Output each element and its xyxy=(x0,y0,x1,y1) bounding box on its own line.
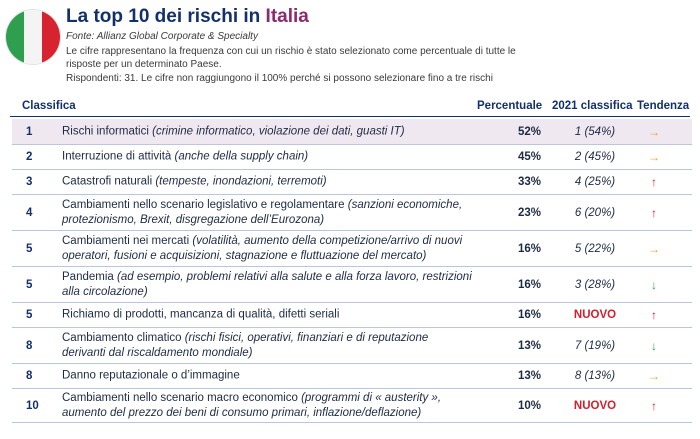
risk-cell: Danno reputazionale o d’immagine xyxy=(62,369,472,384)
rank-cell: 1 xyxy=(26,125,33,138)
risk-name: Cambiamenti nei mercati xyxy=(62,234,190,247)
trend-down-icon: ↓ xyxy=(651,338,657,353)
trend-down-icon: ↓ xyxy=(651,277,657,292)
classifica-2021-cell: 5 (22%) xyxy=(574,242,616,255)
rank-cell: 5 xyxy=(26,309,33,321)
percent-cell: 45% xyxy=(517,151,541,163)
flag-red-stripe xyxy=(42,10,60,64)
percent-cell: 52% xyxy=(517,125,541,138)
classifica-2021-cell: 8 (13%) xyxy=(574,370,616,382)
table-row: 8 Danno reputazionale o d’immagine 13% 8 (1… xyxy=(12,364,692,389)
risk-cell: Cambiamenti nello scenario macro economi… xyxy=(62,391,472,421)
risk-cell: Richiamo di prodotti, mancanza di qualit… xyxy=(62,308,472,323)
table-row: 3 Catastrofi naturali (tempeste, inondazi… xyxy=(12,170,692,195)
trend-same-icon: → xyxy=(648,124,660,139)
risk-cell: Pandemia (ad esempio, problemi relativi … xyxy=(62,270,472,300)
classifica-2021-cell: 1 (54%) xyxy=(574,125,616,138)
percent-cell: 10% xyxy=(517,399,541,412)
risk-name: Richiamo di prodotti, mancanza di qualit… xyxy=(62,308,340,321)
italy-flag-icon xyxy=(6,10,60,64)
table-row: 5 Richiamo di prodotti, mancanza di quali… xyxy=(12,303,692,328)
page-title: La top 10 dei rischi in Italia xyxy=(66,6,309,28)
risk-detail: (tempeste, inondazioni, terremoti) xyxy=(155,175,327,188)
risk-cell: Catastrofi naturali (tempeste, inondazio… xyxy=(62,175,472,190)
percent-cell: 23% xyxy=(517,206,541,219)
rank-cell: 2 xyxy=(26,151,33,163)
table-row: 2 Interruzione di attività (anche della s… xyxy=(12,145,692,170)
risk-name: Pandemia xyxy=(62,270,114,283)
description-text: Le cifre rappresentano la frequenza con … xyxy=(66,46,516,70)
risk-cell: Interruzione di attività (anche della su… xyxy=(62,150,472,165)
percent-cell: 33% xyxy=(517,176,541,188)
column-header-rank: Classifica xyxy=(22,100,76,112)
risk-name: Cambiamenti nello scenario legislativo e… xyxy=(62,198,345,211)
table-row: 5 Cambiamenti nei mercati (volatilità, au… xyxy=(12,231,692,267)
classifica-2021-cell: 6 (20%) xyxy=(574,206,616,219)
title-country: Italia xyxy=(265,6,309,27)
trend-up-icon: ↑ xyxy=(651,175,657,189)
classifica-2021-cell: 3 (28%) xyxy=(574,278,616,291)
title-prefix: La top 10 dei rischi in xyxy=(66,6,266,27)
risk-name: Cambiamento climatico xyxy=(62,331,182,344)
percent-cell: 16% xyxy=(517,278,541,291)
risk-cell: Rischi informatici (crimine informatico,… xyxy=(62,124,472,139)
source-note: Fonte: Allianz Global Corporate & Specia… xyxy=(66,31,258,42)
risk-detail: (programmi di « austerity », aumento del… xyxy=(62,391,442,419)
classifica-2021-cell: 4 (25%) xyxy=(574,176,616,188)
column-header-trend: Tendenza xyxy=(637,100,690,112)
risk-detail: (rischi fisici, operativi, finanziari e … xyxy=(62,331,429,359)
risk-detail: (crimine informatico, violazione dei dat… xyxy=(152,125,405,137)
trend-up-icon: ↑ xyxy=(651,308,657,322)
trend-same-icon: → xyxy=(648,241,660,256)
risk-detail: (anche della supply chain) xyxy=(174,150,309,163)
new-badge: NUOVO xyxy=(573,399,617,412)
column-header-percent: Percentuale xyxy=(477,100,543,112)
trend-up-icon: ↑ xyxy=(651,398,657,413)
header-divider xyxy=(10,116,690,117)
column-header-2021: 2021 classifica xyxy=(552,100,633,112)
risk-name: Catastrofi naturali xyxy=(62,175,153,188)
percent-cell: 16% xyxy=(517,309,541,321)
flag-green-stripe xyxy=(6,10,24,64)
percent-cell: 13% xyxy=(517,339,541,352)
percent-cell: 13% xyxy=(517,370,541,382)
risk-detail: (sanzioni economiche, protezionismo, Bre… xyxy=(62,198,463,226)
risk-name: Danno reputazionale o d’immagine xyxy=(62,369,240,382)
rank-cell: 8 xyxy=(26,339,33,352)
rank-cell: 3 xyxy=(26,176,33,188)
table-row: 4 Cambiamenti nello scenario legislativo … xyxy=(12,195,692,231)
risk-cell: Cambiamento climatico (rischi fisici, op… xyxy=(62,331,472,361)
percent-cell: 16% xyxy=(517,242,541,255)
risk-detail: (volatilità, aumento della competizione/… xyxy=(62,234,463,262)
flag-white-stripe xyxy=(24,10,42,64)
classifica-2021-cell: 7 (19%) xyxy=(574,339,616,352)
rank-cell: 8 xyxy=(26,370,33,382)
table-row: 8 Cambiamento climatico (rischi fisici, o… xyxy=(12,328,692,364)
table-row: 5 Pandemia (ad esempio, problemi relativi… xyxy=(12,267,692,303)
risk-cell: Cambiamenti nei mercati (volatilità, aum… xyxy=(62,234,472,264)
risk-cell: Cambiamenti nello scenario legislativo e… xyxy=(62,198,472,228)
risk-table: 1 Rischi informatici (crimine informatico… xyxy=(12,119,692,423)
trend-up-icon: ↑ xyxy=(651,205,657,220)
risk-name: Cambiamenti nello scenario macro economi… xyxy=(62,391,298,404)
trend-same-icon: → xyxy=(648,150,660,164)
risk-name: Interruzione di attività xyxy=(62,150,172,163)
rank-cell: 10 xyxy=(26,399,39,412)
trend-same-icon: → xyxy=(648,369,660,383)
risk-detail: (ad esempio, problemi relativi alla salu… xyxy=(62,270,472,298)
respondents-note: Rispondenti: 31. Le cifre non raggiungon… xyxy=(66,73,493,84)
risk-name: Rischi informatici xyxy=(62,125,149,137)
table-row: 10 Cambiamenti nello scenario macro econo… xyxy=(12,389,692,423)
new-badge: NUOVO xyxy=(573,309,617,321)
table-row: 1 Rischi informatici (crimine informatico… xyxy=(12,119,692,145)
classifica-2021-cell: 2 (45%) xyxy=(574,151,616,163)
rank-cell: 5 xyxy=(26,242,33,255)
rank-cell: 4 xyxy=(26,206,33,219)
rank-cell: 5 xyxy=(26,278,33,291)
